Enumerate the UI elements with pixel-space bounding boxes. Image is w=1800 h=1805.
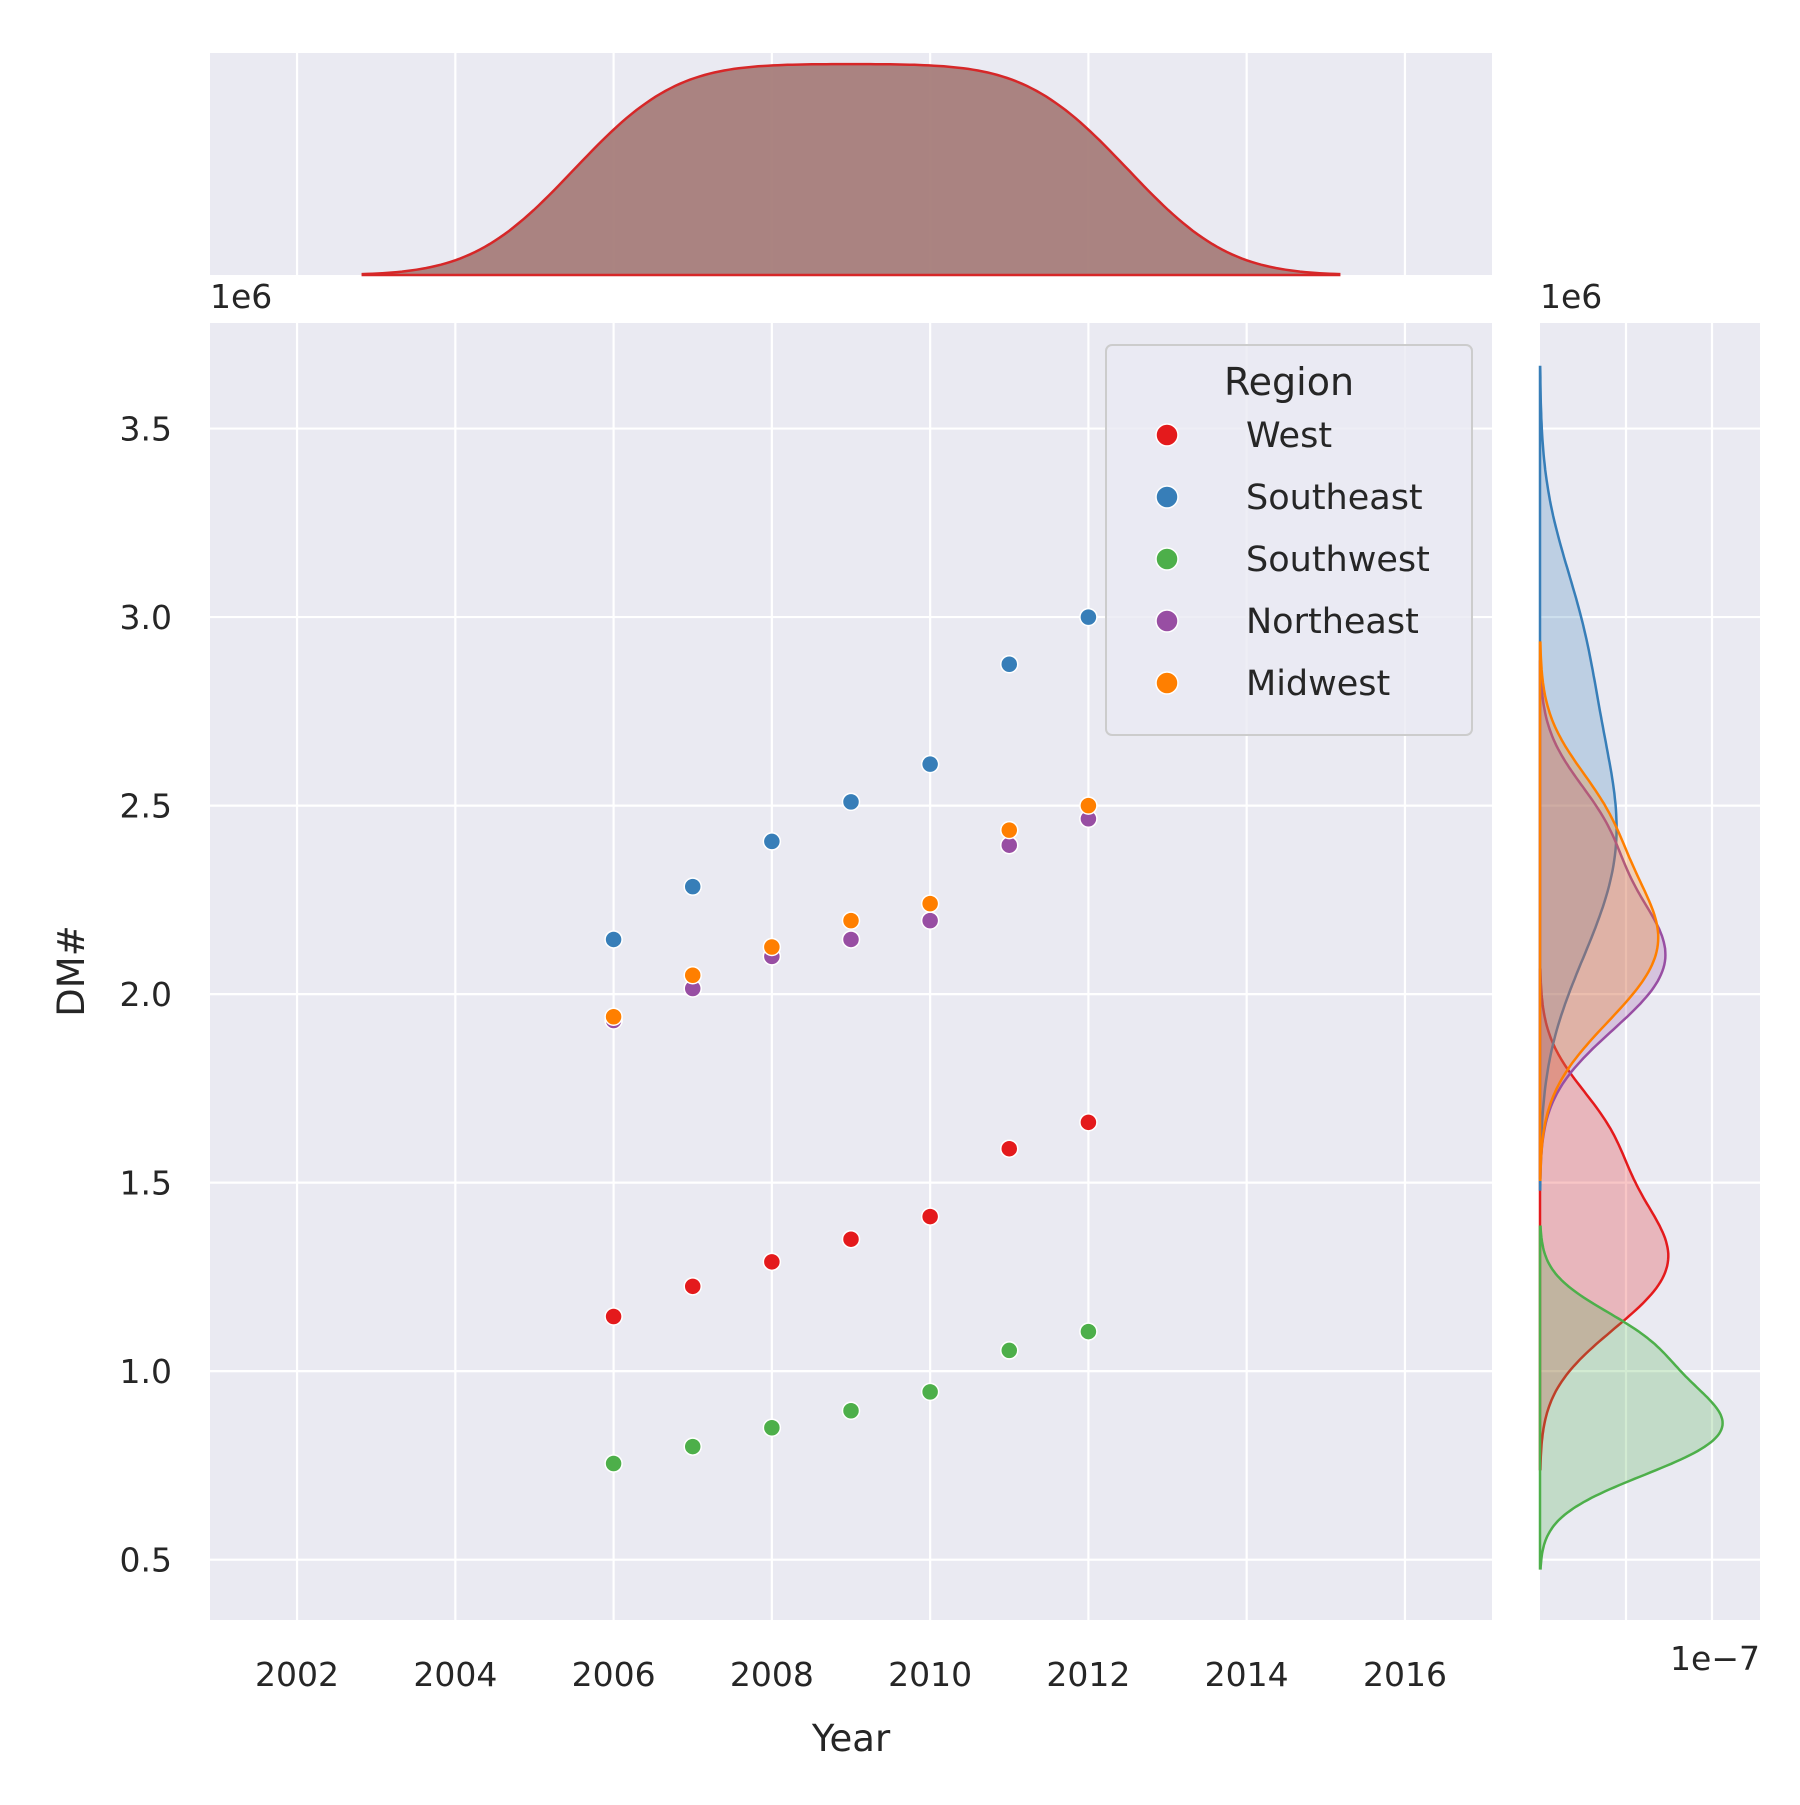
data-point-southeast (920, 754, 940, 774)
right-kde-midwest (1538, 641, 1660, 1182)
top-kde-curve (361, 62, 1341, 277)
legend-items: West Southeast Southwest Northeast Midwest (1155, 416, 1430, 704)
y-axis-label: DM# (50, 925, 93, 1016)
right-kde-west (1538, 968, 1670, 1471)
right-marginal-panel: 1e6 1e−7 (1538, 277, 1760, 1678)
data-point-midwest (920, 894, 940, 913)
y-tick-label: 0.5 (120, 1541, 172, 1580)
data-point-west (604, 1307, 623, 1326)
right-marginal-x-offset-text: 1e−7 (1670, 1639, 1760, 1678)
right-kde-curves (1538, 365, 1724, 1570)
x-tick-label: 2014 (1205, 1655, 1289, 1694)
x-tick-label: 2004 (413, 1655, 497, 1694)
data-point-southeast (1079, 607, 1098, 627)
legend-marker (1155, 671, 1179, 695)
data-point-west (841, 1229, 861, 1249)
legend-item-southwest: Southwest (1155, 540, 1430, 580)
y-offset-text: 1e6 (210, 277, 272, 316)
data-point-midwest (762, 937, 782, 957)
legend-label: Southwest (1246, 540, 1430, 580)
data-point-northeast (841, 930, 861, 949)
data-point-west (1079, 1113, 1098, 1132)
x-tick-label: 2006 (572, 1655, 656, 1694)
data-point-southwest (683, 1437, 702, 1456)
data-point-southwest (920, 1382, 940, 1402)
legend-label: Midwest (1246, 664, 1390, 704)
data-point-west (920, 1207, 940, 1226)
data-point-northeast (920, 911, 940, 930)
legend-frame (1105, 344, 1473, 736)
x-tick-label: 2010 (888, 1655, 972, 1694)
x-tick-label: 2016 (1363, 1655, 1447, 1694)
legend-label: Northeast (1246, 602, 1419, 642)
x-axis-label: Year (811, 1717, 891, 1760)
data-point-southwest (762, 1418, 782, 1437)
data-point-southeast (762, 832, 782, 851)
y-tick-label: 3.5 (120, 410, 172, 449)
main-gridlines (210, 323, 1492, 1620)
legend-label: Southeast (1246, 478, 1423, 518)
data-point-southwest (841, 1401, 861, 1420)
y-tick-label: 3.0 (120, 598, 172, 637)
legend-title: Region (1224, 360, 1354, 404)
legend-item-northeast: Northeast (1155, 602, 1419, 642)
data-point-midwest (1000, 820, 1019, 840)
legend: Region West Southeast Southwest Northeast Mi… (1105, 344, 1473, 736)
data-point-southwest (604, 1454, 623, 1473)
y-tick-label: 1.5 (120, 1164, 172, 1203)
data-point-southwest (1079, 1322, 1098, 1341)
y-tick-label: 2.5 (120, 787, 172, 826)
data-point-west (1000, 1139, 1019, 1158)
legend-item-west: West (1155, 416, 1332, 456)
legend-item-southeast: Southeast (1155, 478, 1423, 518)
data-point-west (762, 1252, 782, 1272)
x-tick-label: 2008 (730, 1655, 814, 1694)
data-point-southwest (1000, 1341, 1019, 1360)
right-marginal-y-offset-text: 1e6 (1540, 277, 1602, 316)
x-tick-label: 2002 (255, 1655, 339, 1694)
right-kde-northeast (1538, 660, 1667, 1180)
legend-label: West (1246, 416, 1332, 456)
data-point-west (683, 1277, 702, 1296)
legend-marker (1155, 609, 1179, 633)
data-point-southeast (841, 792, 861, 812)
legend-item-midwest: Midwest (1155, 664, 1390, 704)
legend-marker (1155, 547, 1179, 571)
scatter-points (604, 607, 1098, 1473)
legend-marker (1155, 485, 1179, 509)
y-tick-label: 1.0 (120, 1352, 172, 1391)
right-kde-southeast (1538, 365, 1618, 1191)
data-point-southeast (683, 877, 702, 896)
x-tick-labels: 2002 2004 2006 2008 2010 2012 2014 2016 (255, 1655, 1447, 1694)
right-kde-southwest (1538, 1225, 1724, 1570)
data-point-southeast (604, 930, 623, 949)
data-point-midwest (841, 911, 861, 930)
data-point-midwest (604, 1007, 623, 1026)
data-point-southeast (1000, 654, 1019, 674)
y-tick-label: 2.0 (120, 975, 172, 1014)
data-point-midwest (683, 966, 702, 985)
data-point-midwest (1079, 796, 1098, 815)
legend-marker (1155, 423, 1179, 447)
top-marginal-panel (210, 53, 1492, 277)
x-tick-label: 2012 (1046, 1655, 1130, 1694)
y-tick-labels: 0.5 1.0 1.5 2.0 2.5 3.0 3.5 (120, 410, 172, 1580)
